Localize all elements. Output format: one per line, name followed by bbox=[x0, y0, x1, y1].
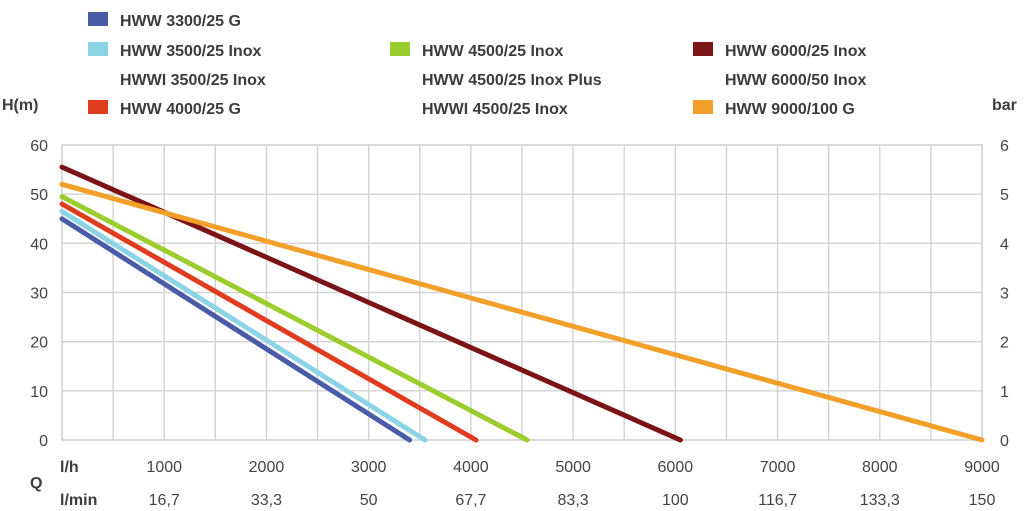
x-tick-label-lh: 9000 bbox=[964, 459, 1000, 476]
y-left-tick-label: 30 bbox=[30, 286, 48, 303]
y-left-tick-label: 50 bbox=[30, 187, 48, 204]
legend-label: HWW 6000/50 Inox bbox=[725, 72, 866, 89]
x-tick-label-lh: 4000 bbox=[453, 459, 489, 476]
x-unit-lmin-label: l/min bbox=[60, 492, 97, 509]
y-right-tick-label: 0 bbox=[1000, 433, 1009, 450]
x-tick-label-lmin: 100 bbox=[662, 492, 689, 509]
x-tick-label-lh: 1000 bbox=[146, 459, 182, 476]
x-tick-label-lh: 3000 bbox=[351, 459, 387, 476]
legend-swatch bbox=[390, 42, 410, 56]
series-line-4 bbox=[59, 194, 530, 443]
x-tick-label-lmin: 83,3 bbox=[558, 492, 589, 509]
x-tick-label-lmin: 150 bbox=[969, 492, 996, 509]
x-tick-label-lmin: 16,7 bbox=[149, 492, 180, 509]
x-tick-label-lmin: 133,3 bbox=[860, 492, 900, 509]
y-left-tick-label: 0 bbox=[39, 433, 48, 450]
legend-swatch bbox=[693, 100, 713, 114]
legend-swatch bbox=[88, 42, 108, 56]
x-tick-label-lh: 6000 bbox=[658, 459, 694, 476]
x-tick-label-lh: 2000 bbox=[249, 459, 285, 476]
legend-swatch bbox=[88, 12, 108, 26]
legend-label: HWW 4500/25 Inox bbox=[422, 43, 563, 60]
x-unit-lh-label: l/h bbox=[60, 459, 79, 476]
x-tick-label-lh: 5000 bbox=[555, 459, 591, 476]
y-left-tick-label: 10 bbox=[30, 384, 48, 401]
y-right-tick-label: 4 bbox=[1000, 236, 1009, 253]
y-right-tick-label: 1 bbox=[1000, 384, 1009, 401]
legend-label: HWWI 4500/25 Inox bbox=[422, 101, 568, 118]
y-left-tick-label: 60 bbox=[30, 138, 48, 155]
legend-label: HWW 4000/25 G bbox=[120, 101, 241, 118]
x-tick-label-lh: 8000 bbox=[862, 459, 898, 476]
grid bbox=[61, 144, 983, 441]
x-tick-label-lmin: 67,7 bbox=[455, 492, 486, 509]
x-tick-label-lh: 7000 bbox=[760, 459, 796, 476]
legend-label: HWW 9000/100 G bbox=[725, 101, 855, 118]
y-left-tick-label: 20 bbox=[30, 335, 48, 352]
x-tick-label-lmin: 50 bbox=[360, 492, 378, 509]
legend-label: HWW 3500/25 Inox bbox=[120, 43, 261, 60]
y-right-tick-label: 2 bbox=[1000, 335, 1009, 352]
y-right-axis-title: bar bbox=[992, 97, 1017, 114]
y-left-axis-title: H(m) bbox=[2, 97, 38, 114]
series-line-3 bbox=[59, 201, 479, 443]
legend-label: HWW 3300/25 G bbox=[120, 13, 241, 30]
y-right-tick-label: 5 bbox=[1000, 187, 1009, 204]
legend: HWW 3300/25 G HWW 3500/25 Inox HWWI 3500/2… bbox=[88, 12, 866, 118]
legend-swatch bbox=[88, 100, 108, 114]
legend-label: HWW 6000/25 Inox bbox=[725, 43, 866, 60]
series-lines bbox=[59, 164, 985, 443]
y-right-tick-label: 6 bbox=[1000, 138, 1009, 155]
series-line-1 bbox=[59, 216, 413, 443]
q-axis-title: Q bbox=[30, 475, 42, 492]
y-right-tick-label: 3 bbox=[1000, 286, 1009, 303]
y-left-tick-label: 40 bbox=[30, 236, 48, 253]
x-tick-label-lmin: 116,7 bbox=[758, 492, 797, 509]
legend-label: HWWI 3500/25 Inox bbox=[120, 72, 266, 89]
series-line-2 bbox=[59, 208, 428, 443]
series-line-6 bbox=[59, 181, 985, 443]
axes: 0 10 20 30 40 50 60 0 1 2 3 4 5 6 H(m) bar 1000 2000 3000 4… bbox=[2, 97, 1017, 509]
x-tick-label-lmin: 33,3 bbox=[251, 492, 282, 509]
legend-label: HWW 4500/25 Inox Plus bbox=[422, 72, 602, 89]
legend-swatch bbox=[693, 42, 713, 56]
